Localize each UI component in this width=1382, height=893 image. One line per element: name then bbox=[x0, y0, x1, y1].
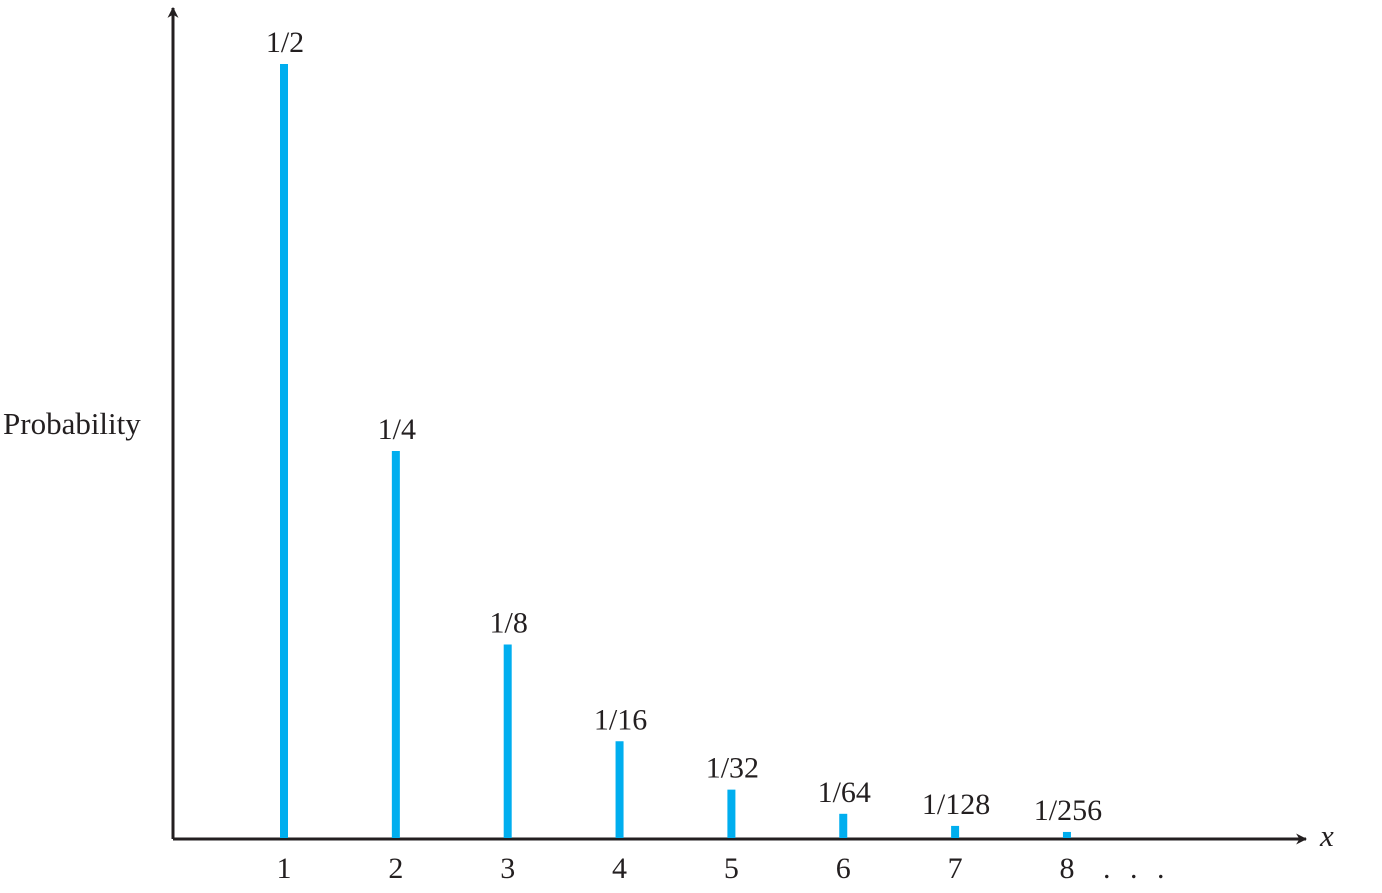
x-axis-label: x bbox=[1319, 818, 1334, 853]
bar-8 bbox=[1062, 831, 1071, 838]
x-tick-label-4: 4 bbox=[612, 852, 627, 885]
x-tick-label-3: 3 bbox=[500, 852, 515, 885]
continuation-marker: . . . bbox=[1103, 852, 1171, 885]
data-labels: 1/2 1/4 1/8 1/16 1/32 1/64 1/128 1/256 bbox=[266, 26, 1102, 827]
x-tick-labels: 1 2 3 4 5 6 7 8 bbox=[277, 852, 1075, 885]
x-tick-label-2: 2 bbox=[388, 852, 403, 885]
bars bbox=[280, 64, 1071, 839]
bar-7 bbox=[951, 825, 960, 838]
x-tick-label-6: 6 bbox=[836, 852, 851, 885]
x-tick-label-8: 8 bbox=[1059, 852, 1074, 885]
bar-5 bbox=[727, 789, 736, 839]
x-tick-label-7: 7 bbox=[948, 852, 963, 885]
bar-1 bbox=[280, 64, 288, 838]
x-tick-label-5: 5 bbox=[724, 852, 739, 885]
bar-3 bbox=[503, 644, 512, 838]
data-label-3: 1/8 bbox=[490, 607, 528, 640]
x-tick-label-1: 1 bbox=[277, 852, 292, 885]
data-label-5: 1/32 bbox=[706, 752, 759, 785]
y-axis-label: Probability bbox=[3, 406, 141, 441]
data-label-6: 1/64 bbox=[818, 776, 871, 809]
data-label-7: 1/128 bbox=[922, 788, 990, 821]
data-label-2: 1/4 bbox=[378, 413, 416, 446]
data-label-8: 1/256 bbox=[1034, 794, 1102, 827]
bar-2 bbox=[391, 451, 400, 838]
data-label-1: 1/2 bbox=[266, 26, 304, 59]
bar-6 bbox=[839, 813, 848, 838]
data-label-4: 1/16 bbox=[594, 703, 647, 736]
bar-4 bbox=[615, 741, 624, 838]
